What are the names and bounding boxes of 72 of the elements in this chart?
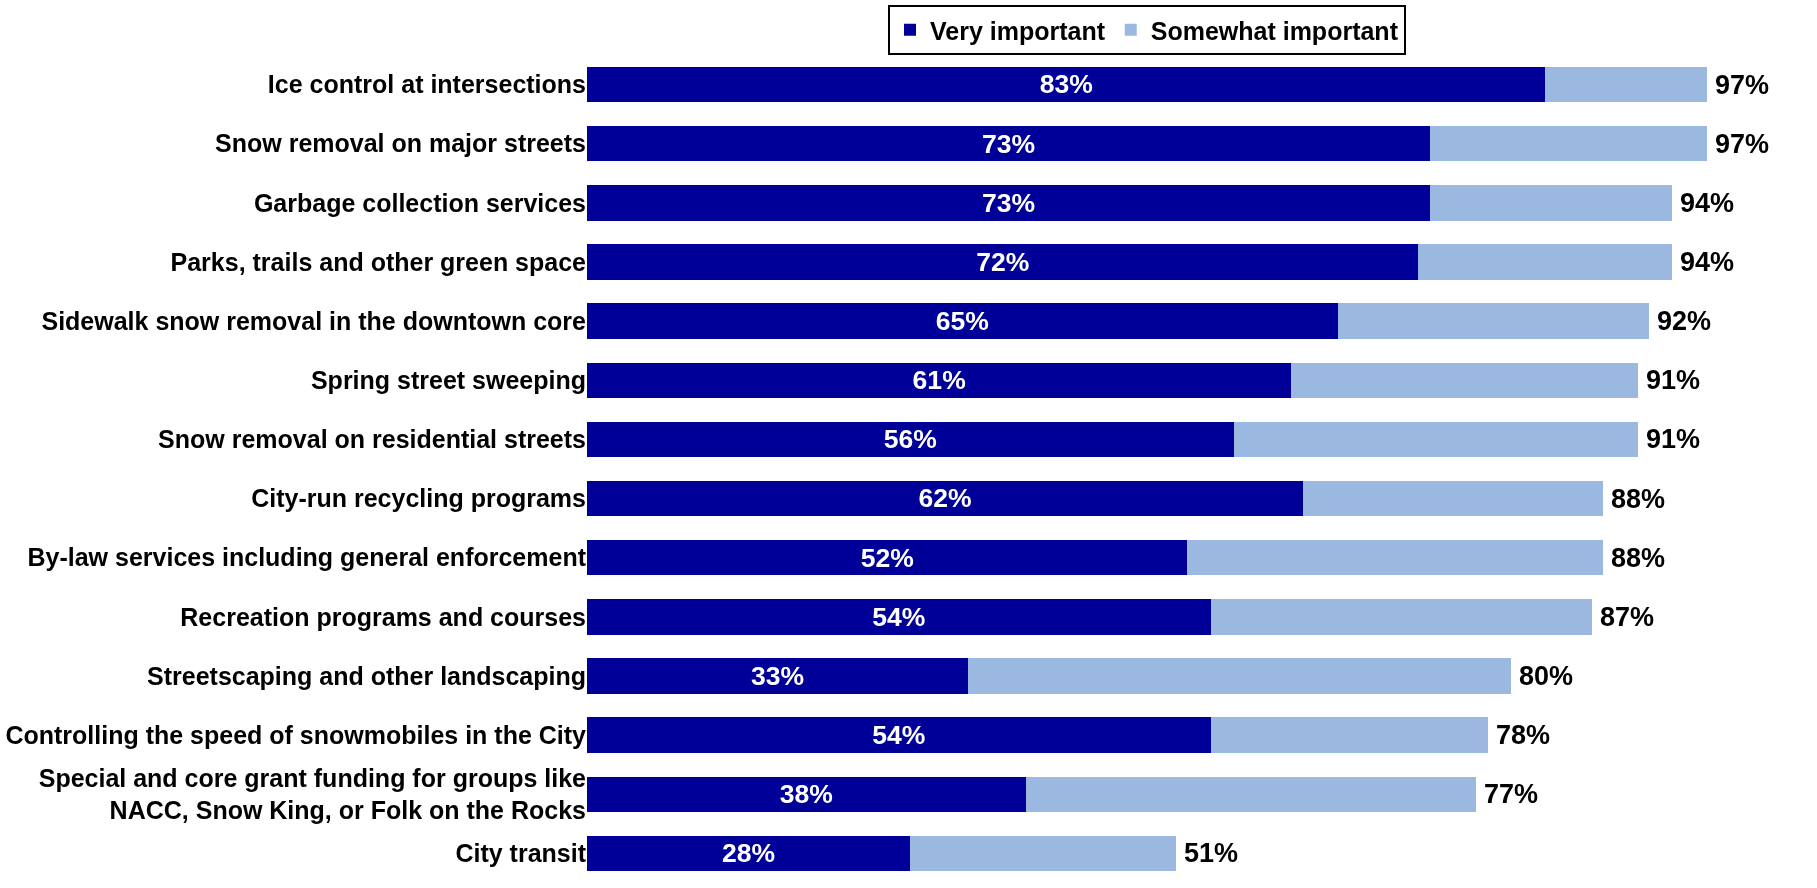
data-label: 54%	[872, 719, 926, 750]
y-tick-label: Snow removal on major streets	[215, 129, 586, 158]
bar	[1545, 66, 1707, 103]
bar	[587, 185, 1430, 221]
y-tick-label: Streetscaping and other landscaping	[147, 661, 586, 690]
data-label: 72%	[976, 246, 1030, 277]
legend-label: Very important	[930, 16, 1106, 45]
data-label: 28%	[722, 838, 776, 869]
y-tick-label: Ice control at intersections	[267, 70, 586, 99]
total-label: 94%	[1680, 188, 1735, 218]
data-label: 73%	[981, 187, 1035, 218]
total-label: 97%	[1715, 70, 1770, 100]
total-label: 91%	[1646, 424, 1701, 454]
bar	[587, 776, 1026, 813]
data-label: 65%	[935, 305, 989, 336]
bar	[587, 66, 1546, 103]
data-label: 54%	[872, 601, 926, 632]
data-label: 56%	[883, 424, 937, 455]
bar	[1187, 539, 1604, 576]
bar	[587, 125, 1430, 162]
y-tick-label: City-run recycling programs	[251, 484, 586, 513]
bar	[587, 362, 1292, 399]
bar	[1210, 599, 1592, 635]
y-tick-label: Special and core grant funding for groups like NACC, Snow King, or Folk on the Rocks	[38, 763, 587, 825]
bar	[1337, 303, 1650, 339]
bar	[1302, 480, 1604, 517]
total-label: 88%	[1611, 543, 1666, 573]
bar	[587, 421, 1234, 458]
y-tick-label: Snow removal on residential streets	[158, 425, 586, 454]
y-tick-label: By-law services including general enforcement	[27, 543, 587, 572]
bar	[1233, 421, 1638, 458]
total-label: 80%	[1519, 661, 1574, 691]
bar	[1429, 185, 1673, 221]
bar	[587, 303, 1338, 339]
bar	[1210, 717, 1488, 753]
data-label: 83%	[1039, 69, 1093, 100]
data-label: 33%	[750, 660, 805, 691]
y-tick-label: Controlling the speed of snowmobiles in the City	[5, 720, 587, 749]
total-label: 77%	[1484, 779, 1539, 809]
bar	[587, 658, 969, 694]
bar	[587, 480, 1303, 517]
bar	[1418, 244, 1673, 280]
total-label: 97%	[1715, 129, 1770, 159]
data-label: 52%	[860, 542, 914, 573]
data-label: 38%	[779, 779, 833, 810]
y-tick-label: Parks, trails and other green space	[170, 247, 587, 276]
y-tick-label: City transit	[455, 839, 587, 868]
bar	[587, 599, 1211, 635]
y-tick-label: Garbage collection services	[253, 188, 586, 217]
bar	[587, 539, 1188, 576]
bar	[1429, 125, 1707, 162]
total-label: 78%	[1496, 720, 1551, 750]
total-label: 88%	[1611, 484, 1666, 514]
y-tick-label: Spring street sweeping	[310, 366, 586, 395]
total-label: 92%	[1657, 306, 1712, 336]
bar	[910, 835, 1176, 872]
bar	[1025, 776, 1477, 813]
bar	[587, 717, 1211, 753]
total-label: 94%	[1680, 247, 1735, 277]
bar	[1291, 362, 1638, 399]
data-label: 61%	[912, 365, 966, 396]
bar	[587, 835, 911, 872]
total-label: 87%	[1600, 602, 1655, 632]
y-tick-label: Sidewalk snow removal in the downtown core	[41, 306, 587, 335]
bar	[587, 244, 1419, 280]
legend-label: Somewhat important	[1150, 16, 1399, 45]
data-label: 62%	[918, 483, 972, 514]
y-tick-label: Recreation programs and courses	[180, 602, 586, 631]
total-label: 91%	[1646, 365, 1701, 395]
total-label: 51%	[1184, 838, 1239, 868]
bar	[968, 658, 1511, 694]
data-label: 73%	[981, 128, 1035, 159]
